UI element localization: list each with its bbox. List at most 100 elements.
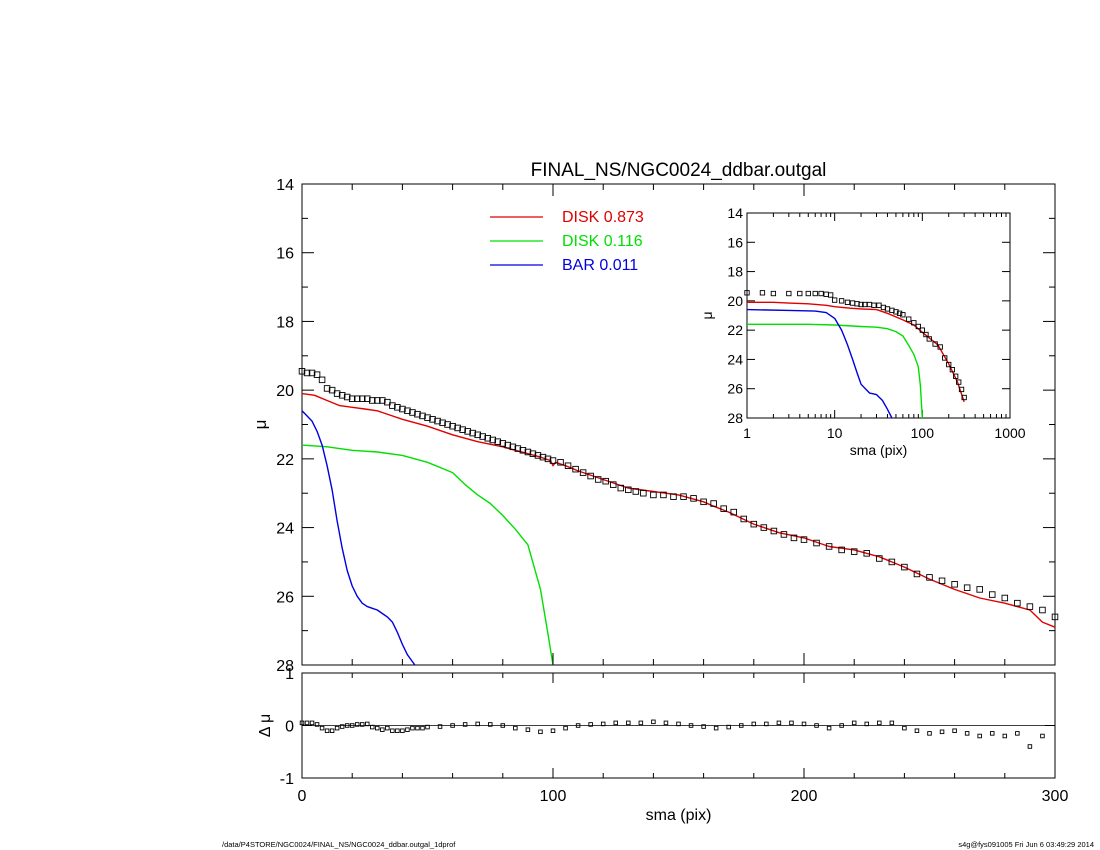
data-point (613, 720, 619, 726)
data-point (871, 302, 877, 308)
data-point (952, 728, 957, 734)
data-point (893, 309, 899, 315)
data-point (343, 393, 351, 401)
data-point (359, 722, 365, 727)
data-point (937, 344, 943, 350)
residual-y-axis-label: Δ μ (257, 714, 274, 737)
x-tick-label: 200 (791, 788, 818, 805)
data-point (414, 410, 421, 418)
data-point (902, 725, 907, 731)
data-point (896, 310, 903, 316)
data-point (563, 725, 568, 731)
data-point (888, 558, 896, 566)
data-point (786, 290, 792, 297)
data-point (309, 720, 315, 726)
data-point (474, 431, 481, 439)
inset-series (744, 290, 967, 419)
data-point (700, 498, 707, 506)
data-point (410, 725, 415, 731)
data-point (764, 721, 769, 727)
data-point (877, 720, 882, 726)
data-point (825, 543, 833, 550)
y-tick-label: 18 (276, 314, 294, 331)
series-line-1 (301, 444, 554, 666)
data-point (333, 390, 341, 397)
data-point (780, 531, 788, 538)
data-point (713, 725, 719, 731)
data-point (379, 397, 386, 404)
data-point (324, 728, 330, 734)
inset-x-tick-label: 1 (743, 425, 751, 441)
x-tick-label: 300 (1042, 788, 1069, 805)
data-point (334, 725, 340, 731)
residual-y-tick-label: 1 (285, 666, 294, 683)
data-point (395, 728, 400, 734)
inset-x-axis-label: sma (pix) (850, 442, 908, 458)
data-point (710, 500, 717, 507)
data-point (1051, 613, 1059, 621)
data-point (750, 520, 758, 528)
data-point (770, 290, 777, 297)
data-point (323, 385, 331, 392)
data-point (429, 416, 436, 423)
data-point (864, 721, 870, 727)
data-point (919, 327, 925, 333)
data-point (499, 440, 507, 447)
data-point (513, 725, 518, 731)
data-point (814, 723, 819, 728)
data-point (1001, 594, 1009, 602)
data-point (951, 581, 958, 588)
data-point (739, 723, 744, 728)
data-point (298, 367, 306, 375)
data-point (538, 729, 543, 735)
data-point (797, 290, 803, 297)
footer-file-path: /data/P4STORE/NGC0024/FINAL_NS/NGC0024_d… (222, 840, 456, 849)
data-point (638, 720, 644, 726)
legend-label: DISK 0.873 (562, 209, 644, 226)
data-point (369, 397, 376, 404)
data-point (926, 574, 933, 581)
data-point (632, 488, 640, 495)
data-point (308, 369, 316, 377)
data-point (889, 720, 895, 726)
y-axis-label: μ (251, 420, 270, 430)
inset-x-tick-label: 10 (827, 425, 843, 441)
data-point (449, 422, 456, 430)
data-point (1040, 733, 1045, 739)
inset-y-tick-label: 18 (727, 264, 743, 280)
data-point (844, 299, 851, 305)
data-point (380, 727, 385, 732)
data-point (964, 731, 970, 736)
data-point (946, 361, 952, 368)
data-point (600, 721, 606, 727)
data-point (339, 724, 345, 729)
y-tick-label: 16 (276, 246, 294, 263)
data-point (314, 722, 320, 727)
y-tick-label: 26 (276, 589, 294, 606)
x-axis-label: sma (pix) (646, 807, 712, 824)
data-point (828, 292, 834, 298)
data-point (338, 392, 346, 399)
data-point (354, 722, 360, 727)
data-point (318, 376, 326, 384)
y-tick-label: 14 (276, 177, 294, 194)
inset-y-tick-label: 22 (727, 322, 743, 338)
data-point (670, 493, 677, 500)
inset-x-tick-label: 100 (911, 425, 935, 441)
data-point (915, 323, 921, 330)
data-point (688, 723, 694, 728)
data-point (313, 371, 321, 378)
data-point (544, 455, 552, 463)
data-point (863, 550, 871, 557)
data-point (690, 495, 697, 502)
data-point (437, 724, 443, 729)
data-point (594, 476, 602, 483)
inset-y-tick-label: 16 (727, 234, 743, 250)
data-point (927, 731, 932, 736)
inset-y-axis-label: μ (699, 311, 715, 319)
data-point (519, 447, 527, 454)
data-point (876, 555, 883, 562)
data-point (990, 731, 995, 736)
data-point (479, 433, 486, 440)
data-point (760, 524, 768, 531)
